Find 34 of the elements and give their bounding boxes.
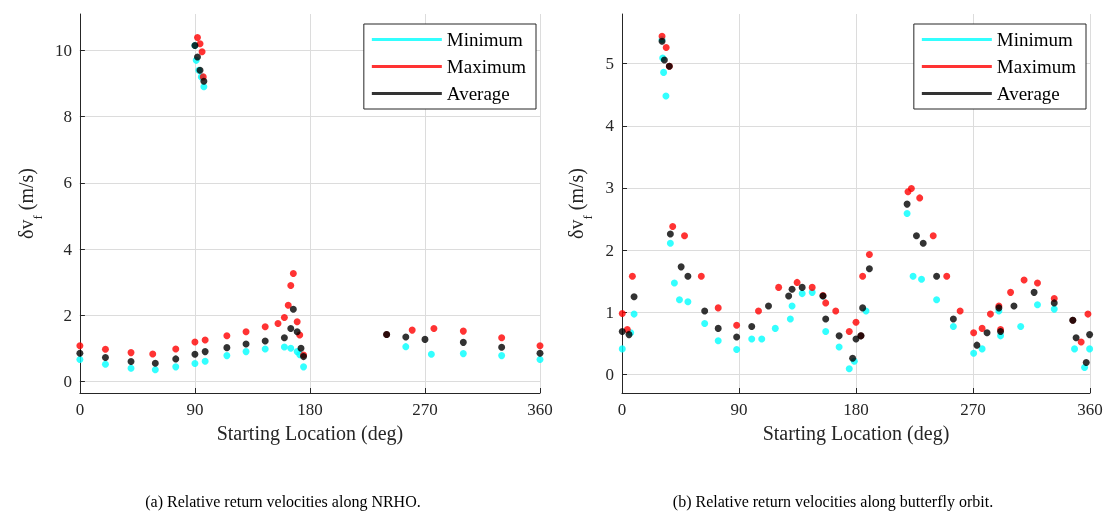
x-tick-label: 360 (527, 400, 553, 419)
y-tick-label: 0 (605, 364, 614, 384)
x-tick-label: 270 (412, 400, 438, 419)
y-tick-label: 0 (63, 371, 72, 391)
y-tick-label: 4 (605, 116, 615, 136)
legend-label: Average (446, 83, 510, 104)
x-tick-label: 270 (960, 400, 986, 419)
x-tick-label: 0 (75, 400, 85, 419)
y-tick-label: 5 (605, 54, 614, 74)
y-tick-label: 3 (605, 178, 614, 198)
text: (b) Relative return velocities along butterfly orbit. (672, 492, 994, 511)
x-tick-label: 0 (617, 400, 627, 419)
y-tick-label: 4 (63, 239, 73, 259)
y-axis-title: δvf (m/s) (565, 168, 595, 239)
x-tick-label: 180 (843, 400, 869, 419)
y-tick-label: 6 (63, 173, 72, 193)
x-axis-title: Starting Location (deg) (762, 422, 950, 445)
legend-label: Maximum (996, 56, 1077, 77)
y-axis-title: δvf (m/s) (15, 168, 45, 239)
y-tick-label: 8 (63, 107, 72, 127)
y-tick-label: 1 (605, 302, 614, 322)
y-tick-label: 2 (605, 240, 614, 260)
y-tick-label: 2 (63, 305, 72, 325)
legend-label: Minimum (996, 29, 1074, 50)
legend-label: Average (996, 83, 1060, 104)
x-tick-label: 90 (730, 400, 748, 419)
x-tick-label: 90 (186, 400, 204, 419)
legend-label: Maximum (446, 56, 527, 77)
legend-label: Minimum (446, 29, 524, 50)
x-axis-title: Starting Location (deg) (216, 422, 404, 445)
text: (a) Relative return velocities along NRHO. (145, 492, 421, 511)
x-tick-label: 180 (297, 400, 323, 419)
y-tick-label: 10 (54, 40, 72, 60)
x-tick-label: 360 (1077, 400, 1103, 419)
